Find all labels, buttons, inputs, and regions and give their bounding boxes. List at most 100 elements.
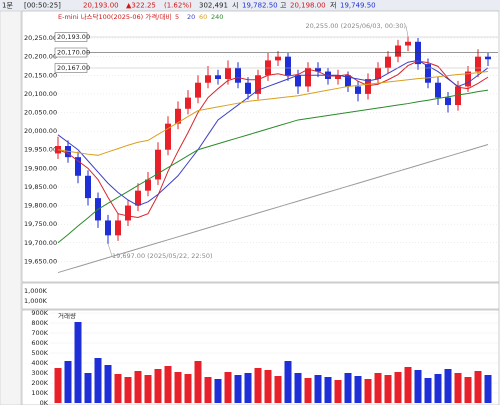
open: 19,782.50 (242, 2, 278, 10)
low: 19,749.50 (340, 2, 376, 10)
volume-bar (404, 367, 412, 403)
candle-body (395, 45, 401, 57)
volume-bar (234, 375, 242, 403)
volume-bar (484, 375, 492, 403)
rate: (1.62%) (164, 2, 192, 10)
low-label: 저 (330, 1, 336, 10)
candle-body (385, 56, 391, 68)
volume-bar (374, 373, 382, 403)
y-tick-label: 500K (31, 349, 48, 357)
candle-body (365, 79, 371, 94)
candle-body (175, 108, 181, 124)
volume-bar (254, 368, 262, 403)
volume: 302,491 (199, 2, 228, 10)
ma-line (57, 60, 489, 218)
ma-line (57, 89, 489, 244)
price: 20,193.00 (83, 2, 119, 10)
high: 20,198.00 (290, 2, 326, 10)
ma-line (57, 144, 489, 274)
sub-label: 1,000K (24, 287, 48, 295)
volume-bar (124, 377, 132, 403)
volume-bar (454, 373, 462, 403)
volume-bar (304, 378, 312, 403)
y-tick-label: 19,800.00 (24, 202, 57, 210)
price-label: 20,193.00 (57, 33, 90, 41)
volume-bar (324, 377, 332, 403)
volume-bar (164, 366, 172, 403)
volume-bar (464, 377, 472, 403)
volume-bar (274, 376, 282, 403)
sub-panel (21, 282, 500, 310)
sub-label: 1,000K (24, 297, 48, 305)
candle-body (465, 71, 471, 87)
candle-body (485, 56, 491, 60)
high-arrow (405, 26, 409, 37)
y-tick-label: 20,200.00 (24, 53, 57, 61)
volume-bar (94, 358, 102, 403)
y-tick-label: 19,950.00 (24, 146, 57, 154)
y-tick-label: 20,050.00 (24, 109, 57, 117)
volume-bar (384, 375, 392, 403)
volume-bar (444, 369, 452, 403)
volume-bar (294, 373, 302, 403)
volume-bar (394, 372, 402, 403)
y-tick-label: 400K (31, 359, 48, 367)
y-tick-label: 19,900.00 (24, 164, 57, 172)
volume-bar (424, 378, 432, 403)
volume-bar (104, 365, 112, 403)
ma-line (57, 71, 489, 156)
y-tick-label: 700K (31, 329, 48, 337)
y-tick-label: 20,150.00 (24, 71, 57, 79)
price-label: 20,170.00 (57, 49, 90, 57)
y-tick-label: 19,850.00 (24, 183, 57, 191)
volume-bar (84, 373, 92, 403)
candle-body (455, 86, 461, 106)
volume-bar (314, 375, 322, 403)
candle-body (105, 220, 111, 236)
high-label: 고 (280, 2, 287, 10)
y-tick-label: 600K (31, 339, 48, 347)
candle-body (75, 157, 81, 176)
volume-bar (414, 370, 422, 403)
candle-body (415, 41, 421, 65)
volume-bar (264, 370, 272, 403)
candle-body (345, 75, 351, 87)
candle-body (255, 75, 261, 94)
price-box (54, 47, 88, 58)
candle-body (305, 67, 311, 87)
side-panel (0, 10, 22, 405)
volume-bar (54, 368, 62, 403)
y-tick-label: 20,250.00 (24, 34, 57, 42)
volume-bar (434, 374, 442, 403)
volume-bar (224, 372, 232, 403)
y-tick-label: 19,700.00 (24, 239, 57, 247)
volume-bar (364, 379, 372, 403)
volume-bar (474, 371, 482, 403)
legend-entry: 60 (199, 13, 207, 21)
candle-body (475, 56, 481, 72)
y-tick-label: 300K (31, 369, 48, 377)
candle-body (185, 97, 191, 109)
candle-body (135, 190, 141, 206)
open-label: 시 (232, 2, 238, 10)
price-panel (21, 10, 500, 283)
candle-body (425, 64, 431, 83)
tab[interactable]: 1분 (2, 2, 13, 10)
legend-entry: 240 (211, 13, 223, 21)
candle-body (405, 41, 411, 46)
volume-bar (174, 372, 182, 403)
volume-bar (344, 373, 352, 403)
price-box (54, 63, 88, 73)
low-arrow (107, 243, 113, 256)
volume-bar (244, 373, 252, 403)
ma-line (57, 59, 489, 207)
candle-body (85, 175, 91, 199)
y-tick-label: 0K (40, 399, 49, 405)
volume-bar (184, 374, 192, 403)
candle-body (285, 56, 291, 76)
change: ▲322.25 (126, 2, 156, 10)
volume-bar (334, 380, 342, 403)
volume-bar (204, 377, 212, 403)
price-box (54, 32, 88, 42)
